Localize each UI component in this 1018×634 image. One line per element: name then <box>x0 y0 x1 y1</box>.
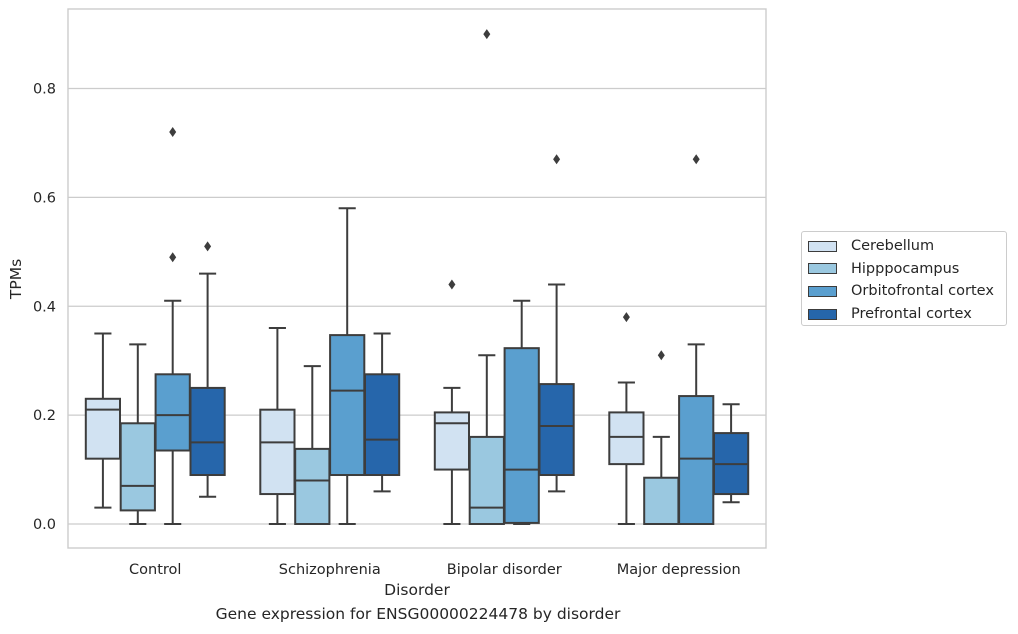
legend: Cerebellum Hipppocampus Orbitofrontal cort… <box>801 231 1007 326</box>
box-3-3 <box>712 403 750 504</box>
box-2-0 <box>154 127 191 525</box>
legend-swatch <box>808 263 837 275</box>
outlier-point <box>692 154 700 165</box>
box-plots <box>84 29 750 525</box>
y-tick-label: 0.2 <box>33 408 56 424</box>
legend-item: Cerebellum <box>808 235 1006 258</box>
box-3-2 <box>538 154 575 493</box>
y-axis-label: TPMs <box>7 259 25 300</box>
box-2-2 <box>503 299 540 525</box>
box-body <box>538 383 575 477</box>
legend-label: Prefrontal cortex <box>851 306 972 323</box>
box-body <box>84 397 122 460</box>
y-tick-label: 0.8 <box>33 82 56 98</box>
box-body <box>294 447 331 525</box>
outlier-point <box>553 154 561 165</box>
legend-item: Hipppocampus <box>808 258 1006 281</box>
outlier-point <box>169 252 177 263</box>
box-1-2 <box>468 29 505 525</box>
box-body <box>259 408 296 496</box>
x-axis-label: Disorder <box>384 581 450 599</box>
box-body <box>608 411 645 466</box>
chart-title: Gene expression for ENSG00000224478 by d… <box>215 605 621 623</box>
outlier-point <box>483 29 491 40</box>
box-body <box>154 373 191 452</box>
box-body <box>503 347 540 524</box>
box-body <box>468 435 505 525</box>
legend-swatch <box>808 240 837 252</box>
box-0-0 <box>84 332 122 509</box>
x-tick-label: Control <box>129 562 181 578</box>
outlier-point <box>204 241 212 252</box>
box-body <box>678 395 715 525</box>
outlier-point <box>622 312 630 323</box>
x-tick-label: Bipolar disorder <box>447 562 562 578</box>
legend-item: Orbitofrontal cortex <box>808 280 1006 303</box>
y-tick-label: 0.0 <box>33 517 56 533</box>
box-body <box>189 386 226 477</box>
legend-label: Cerebellum <box>851 238 935 255</box>
box-body <box>643 476 680 525</box>
legend-label: Orbitofrontal cortex <box>851 283 994 300</box>
box-3-1 <box>363 332 401 493</box>
box-1-0 <box>119 343 156 525</box>
x-tick-label: Schizophrenia <box>279 562 381 578</box>
box-1-1 <box>294 365 331 525</box>
box-2-1 <box>329 207 366 525</box>
y-tick-label: 0.6 <box>33 190 56 206</box>
box-body <box>119 422 156 512</box>
box-body <box>433 411 471 471</box>
legend-item: Prefrontal cortex <box>808 303 1006 326</box>
box-2-3 <box>678 154 715 525</box>
box-3-0 <box>189 241 226 498</box>
box-0-1 <box>259 327 296 525</box>
axes: 0.0 0.2 0.4 0.6 0.8 Control Schizophrenia Bipol… <box>33 8 767 578</box>
legend-label: Hipppocampus <box>851 260 960 277</box>
box-0-2 <box>433 279 471 525</box>
box-0-3 <box>608 312 645 525</box>
legend-swatch <box>808 308 837 320</box>
y-tick-label: 0.4 <box>33 299 56 315</box>
x-tick-label: Major depression <box>617 562 741 578</box>
box-body <box>329 334 366 477</box>
box-1-3 <box>643 350 680 525</box>
plot-frame <box>67 8 767 549</box>
outlier-point <box>448 279 456 290</box>
outlier-point <box>657 350 665 361</box>
outlier-point <box>169 127 177 138</box>
box-body <box>363 373 401 477</box>
legend-swatch <box>808 285 837 297</box>
